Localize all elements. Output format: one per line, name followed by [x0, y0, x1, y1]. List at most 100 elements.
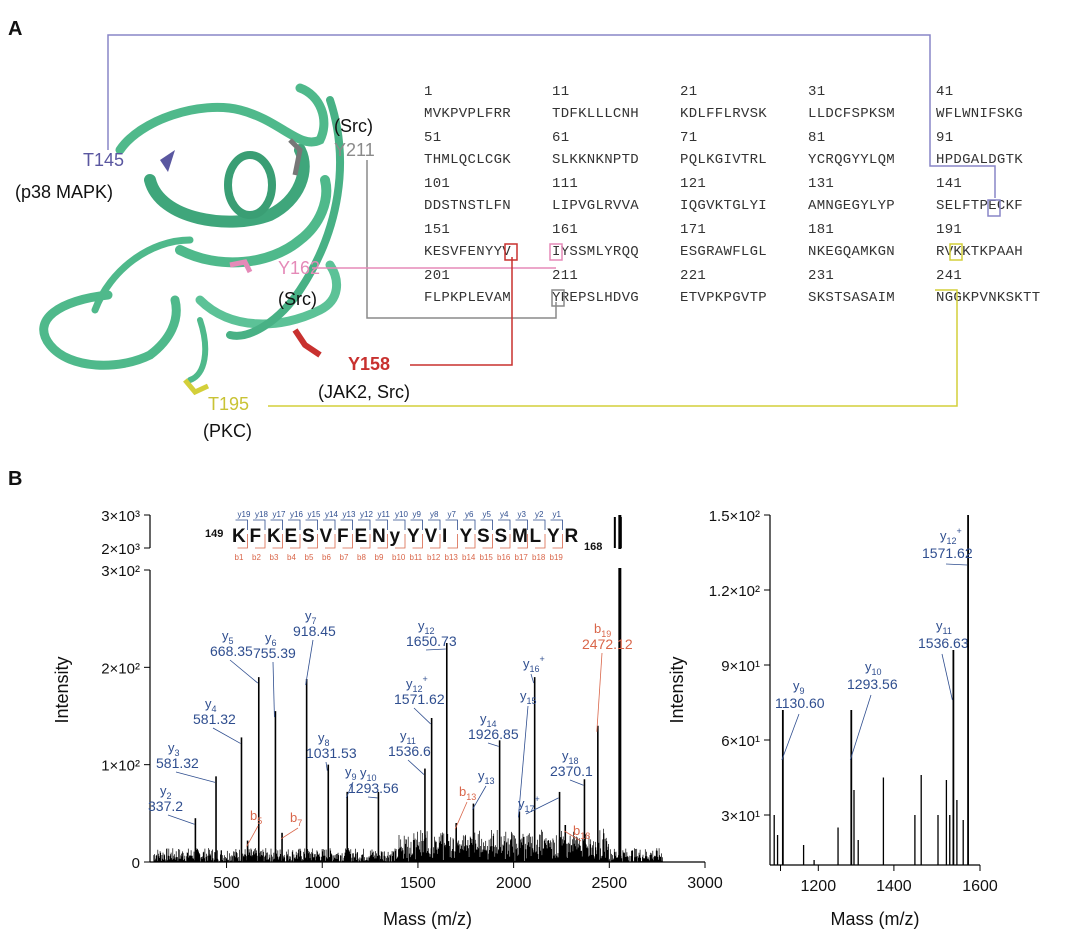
sequence-segment: SKSTSASAIM [808, 290, 896, 306]
x-axis-title: Mass (m/z) [831, 909, 920, 929]
y-ion-bracket [445, 519, 458, 530]
y-ion-bracket [340, 519, 353, 530]
residue-number: 221 [680, 268, 707, 284]
site-t145-kinase: (p38 MAPK) [15, 182, 113, 202]
site-y211-kinase: (Src) [334, 116, 373, 136]
peak-ion-label: y18 [562, 748, 579, 766]
y-tick-label: 3×10¹ [721, 808, 760, 825]
residue-number: 51 [424, 130, 442, 146]
b-ion-bracket [342, 534, 353, 549]
y-ion-label: y5 [483, 510, 492, 519]
peak-ion-label: y11 [936, 618, 952, 636]
peptide-residue: y [390, 526, 401, 547]
peak-leader-line [530, 673, 535, 684]
y-ion-bracket [375, 519, 388, 530]
y-ion-bracket [323, 519, 336, 530]
residue-number: 91 [936, 130, 954, 146]
b-ion-bracket [360, 534, 371, 549]
x-tick-label: 500 [213, 875, 240, 892]
y-ion-bracket [393, 519, 406, 530]
y-ion-label: y6 [465, 510, 474, 519]
y-tick-label: 1×10² [101, 758, 140, 775]
y-ion-label: y3 [518, 510, 527, 519]
b-ion-bracket [430, 534, 441, 549]
protein-structure [39, 83, 344, 396]
sequence-segment: WFLWNIFSKG [936, 106, 1024, 122]
b-ion-bracket [325, 534, 336, 549]
b-ion-label: b17 [515, 553, 529, 562]
b-ion-label: b4 [287, 553, 296, 562]
y-tick-label: 0 [132, 855, 140, 872]
peak-ion-label: y7 [305, 608, 317, 626]
sequence-segment: HPDGALDGTK [936, 152, 1024, 168]
peptide-residue: F [250, 526, 262, 547]
y-tick-label: 6×10¹ [721, 733, 760, 750]
y-ion-label: y12 [360, 510, 373, 519]
spectrum-full-chart: 500 1000 1500 2000 2500 3000 0 1×10² 2×10² 3×10² 2… [52, 508, 723, 929]
peptide-residue: K [232, 526, 246, 547]
y-ion-bracket [428, 519, 441, 530]
y-tick-label: 3×10³ [101, 508, 140, 525]
peak-mass-label: 668.35 [210, 643, 253, 659]
peak-mass-label: 1926.85 [468, 726, 519, 742]
residue-number: 181 [808, 222, 835, 238]
peak-mass-label: 1293.56 [847, 676, 898, 692]
peak-ion-label: y4 [205, 696, 217, 714]
peak-mass-label: 2472.12 [582, 636, 633, 652]
peptide-residue: Y [547, 526, 560, 547]
peak-ion-label: y11 [400, 728, 416, 746]
spectrum-noise [153, 828, 663, 862]
residue-number: 171 [680, 222, 707, 238]
b-ion-bracket [377, 534, 388, 549]
peptide-residue: V [425, 526, 438, 547]
b-ion-bracket [307, 534, 318, 549]
sequence-segment: ETVPKPGVTP [680, 290, 768, 306]
peak-leader-line [596, 652, 603, 732]
x-tick-label: 1600 [962, 878, 998, 895]
sequence-segment: LIPVGLRVVA [552, 198, 640, 214]
peak-leader-line [345, 781, 354, 799]
b-ion-label: b19 [550, 553, 564, 562]
residue-number: 241 [936, 268, 963, 284]
y-ion-bracket [235, 519, 248, 530]
y-axis-title: Intensity [52, 656, 72, 723]
y-ion-label: y15 [308, 510, 321, 519]
y-tick-label: 3×10² [101, 563, 140, 580]
peptide-residue: K [267, 526, 281, 547]
sequence-segment: ESGRAWFLGL [680, 244, 768, 260]
peptide-residue: V [320, 526, 333, 547]
y-ion-label: y14 [325, 510, 338, 519]
panel-b-label: B [8, 468, 23, 490]
residue-number: 211 [552, 268, 579, 284]
peptide-residue: L [530, 526, 542, 547]
peak-leader-line [367, 796, 378, 799]
b-ion-label: b16 [497, 553, 511, 562]
axis-break [611, 549, 628, 568]
peak-leader-line [280, 827, 299, 840]
sequence-segment: NKEGQAMKGN [808, 244, 896, 260]
y-ion-label: y18 [255, 510, 268, 519]
x-tick-label: 1200 [801, 878, 837, 895]
peak-ion-label: y12+ [940, 526, 962, 546]
b-ion-bracket [447, 534, 458, 549]
site-t195-kinase: (PKC) [203, 421, 252, 441]
b-ion-bracket [255, 534, 266, 549]
peak-ion-label: y2 [160, 783, 172, 801]
b-ion-label: b7 [340, 553, 349, 562]
residue-number: 71 [680, 130, 698, 146]
y-ion-bracket [305, 519, 318, 530]
y-ion-bracket [480, 519, 493, 530]
b-ion-bracket [272, 534, 283, 549]
peak-ion-label: y13 [478, 768, 495, 786]
y-ion-label: y9 [413, 510, 422, 519]
x-tick-label: 1500 [400, 875, 436, 892]
peptide-residue: R [565, 526, 579, 547]
peak-leader-line [945, 563, 968, 566]
b-ion-bracket [395, 534, 406, 549]
b-ion-bracket [412, 534, 423, 549]
peak-leader-line [272, 661, 275, 718]
peak-leader-line [229, 659, 259, 684]
residue-number: 81 [808, 130, 826, 146]
peak-ion-label: y10 [360, 765, 377, 783]
b-ion-bracket [290, 534, 301, 549]
